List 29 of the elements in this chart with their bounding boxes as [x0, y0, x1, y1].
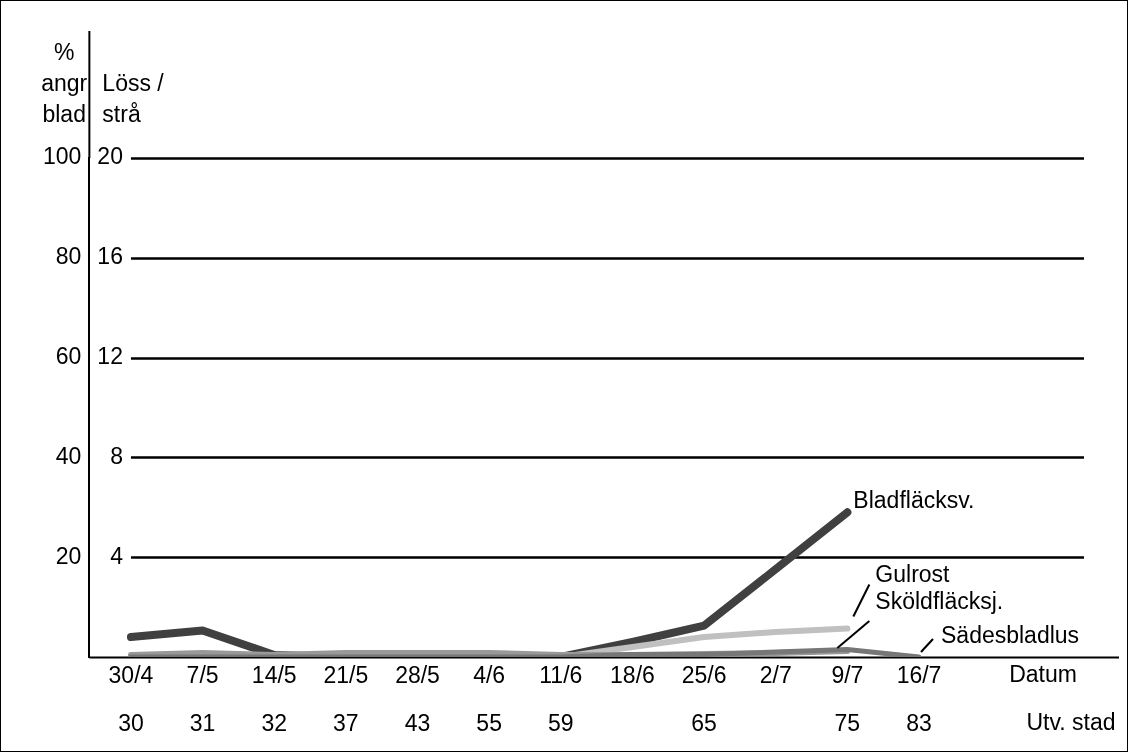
- x-tick-label: 16/7 83: [896, 662, 942, 737]
- x-tick-label: 4/6 55: [473, 662, 506, 737]
- x-tick-label: 11/6 59: [539, 662, 583, 737]
- y2-tick-label: 20: [97, 143, 123, 170]
- x-tick-label: 30/4 30: [108, 662, 154, 737]
- y-tick-label: 80: [55, 243, 82, 270]
- x-tick-label: 14/5 32: [251, 662, 297, 737]
- text: Sköldfläcksj.: [875, 588, 1004, 615]
- y2-tick-label: 12: [97, 342, 123, 369]
- y2-tick-label: 8: [110, 442, 123, 469]
- x-tick-label: 21/5 37: [323, 662, 369, 737]
- y2-axis-title: Löss / strå: [102, 70, 165, 128]
- x-axis-title: Datum Utv. stad: [1009, 661, 1116, 736]
- y-tick-label: 60: [55, 342, 82, 369]
- x-tick-label: 18/6: [610, 662, 655, 689]
- series-label: Sädesbladlus: [941, 622, 1080, 649]
- y2-tick-label: 16: [97, 243, 123, 270]
- y-axis-title: % angr blad: [41, 39, 88, 128]
- text: Gulrost: [875, 560, 951, 587]
- x-tick-label: 2/7: [759, 662, 792, 689]
- y-tick-label: 40: [55, 442, 82, 469]
- x-tick-label: 25/6 65: [681, 662, 727, 737]
- x-tick-label: 7/5 31: [186, 662, 219, 737]
- x-tick-label: 28/5 43: [395, 662, 440, 737]
- y-tick-label: 100: [43, 143, 82, 170]
- x-tick-label: 9/7 75: [831, 662, 864, 737]
- y-tick-label: 20: [55, 542, 82, 569]
- y2-tick-label: 4: [110, 542, 124, 569]
- series-label: Bladfläcksv.: [853, 486, 975, 513]
